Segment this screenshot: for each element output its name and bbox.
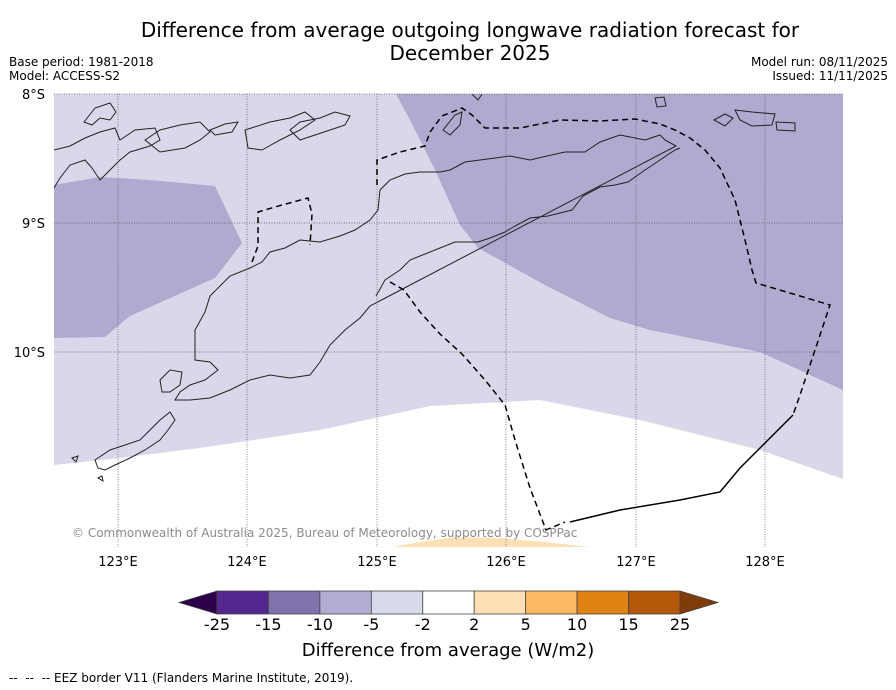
chart-title: Difference from average outgoing longwav… [0, 19, 896, 65]
lon-label-123e: 123°E [98, 555, 138, 570]
meta-left: Base period: 1981-2018 Model: ACCESS-S2 [9, 55, 154, 83]
eez-footnote: -- -- -- EEZ border V11 (Flanders Marine… [9, 671, 354, 685]
coastline-island-ne3 [734, 109, 776, 127]
lon-labels: 123°E 124°E 125°E 126°E 127°E 128°E [98, 555, 785, 570]
colorbar-segment [370, 590, 424, 615]
coastline-savu [94, 411, 176, 471]
coastline-timor [174, 134, 681, 401]
coastline-island-ne4 [775, 121, 796, 132]
title-line-1: Difference from average outgoing longwav… [140, 18, 800, 42]
eez-border-solid-south [569, 414, 794, 523]
title-line-2: December 2025 [389, 41, 551, 65]
colorbar-tick-label: 25 [670, 615, 690, 634]
base-period: Base period: 1981-2018 [9, 55, 154, 69]
lon-label-126e: 126°E [486, 555, 526, 570]
coastline-island-c [209, 121, 239, 136]
coastline-island-e [289, 111, 351, 141]
coastline-islet-2 [96, 475, 104, 483]
meta-right: Model run: 08/11/2025 Issued: 11/11/2025 [751, 55, 888, 83]
coastline-island-ne2 [712, 113, 734, 127]
colorbar-label: Difference from average (W/m2) [301, 640, 595, 661]
eez-border-north [376, 107, 831, 416]
colorbar-tick-label: 10 [567, 615, 587, 634]
colorbar-segment [628, 590, 681, 615]
lat-label-10s: 10°S [14, 346, 45, 361]
fill-moderate-negative-w [54, 177, 242, 338]
coastline-island-ne1 [654, 96, 667, 108]
coastline-rote [159, 369, 183, 393]
lat-label-9s: 9°S [22, 217, 45, 232]
colorbar-extend-low [177, 590, 218, 615]
lon-label-125e: 125°E [357, 555, 397, 570]
colorbar-tick-label: 2 [469, 615, 479, 634]
colorbar-segment [525, 590, 578, 615]
colorbar-segment [422, 590, 475, 615]
colorbar-segment [576, 590, 629, 615]
fill-moderate-negative-ne [396, 94, 843, 390]
coastline-island-d [244, 111, 316, 151]
colorbar-segment [473, 590, 527, 615]
colorbar-tick-label: -25 [204, 615, 230, 634]
lon-label-128e: 128°E [745, 555, 785, 570]
lat-labels: 8°S 9°S 10°S [14, 88, 45, 361]
coastline-wetar [442, 111, 463, 136]
colorbar-tick-label: -15 [255, 615, 281, 634]
lon-label-124e: 124°E [227, 555, 267, 570]
eez-border-south [389, 281, 566, 531]
colorbar-tick-label: -5 [363, 615, 379, 634]
coastlines [54, 94, 796, 483]
coastline-islet-ne [471, 94, 483, 101]
lat-label-8s: 8°S [22, 88, 45, 103]
fill-positive-south [392, 537, 590, 547]
issued-date: Issued: 11/11/2025 [772, 69, 888, 83]
map-fills [54, 94, 843, 547]
colorbar-segment [216, 590, 269, 615]
copyright-notice: © Commonwealth of Australia 2025, Bureau… [72, 526, 578, 540]
colorbar-extend-high [679, 590, 720, 615]
model-name: Model: ACCESS-S2 [9, 69, 121, 83]
colorbar-tick-label: 15 [618, 615, 638, 634]
colorbar-segments [177, 590, 720, 615]
colorbar-segment [268, 590, 321, 615]
colorbar-tick-label: -2 [415, 615, 431, 634]
eez-border [251, 107, 831, 531]
model-run: Model run: 08/11/2025 [750, 55, 888, 69]
lon-label-127e: 127°E [616, 555, 656, 570]
coastline-island-a [83, 102, 117, 126]
coastline-flores [54, 127, 161, 189]
coastline-islet-1 [71, 455, 79, 463]
eez-border-solid [569, 414, 794, 523]
colorbar-tick-label: -10 [307, 615, 333, 634]
colorbar-tick-label: 5 [521, 615, 531, 634]
colorbar-ticks: -25 -15 -10 -5 -2 2 5 10 15 25 [204, 615, 690, 634]
coastline-island-b [144, 121, 211, 153]
colorbar-segment [319, 590, 372, 615]
